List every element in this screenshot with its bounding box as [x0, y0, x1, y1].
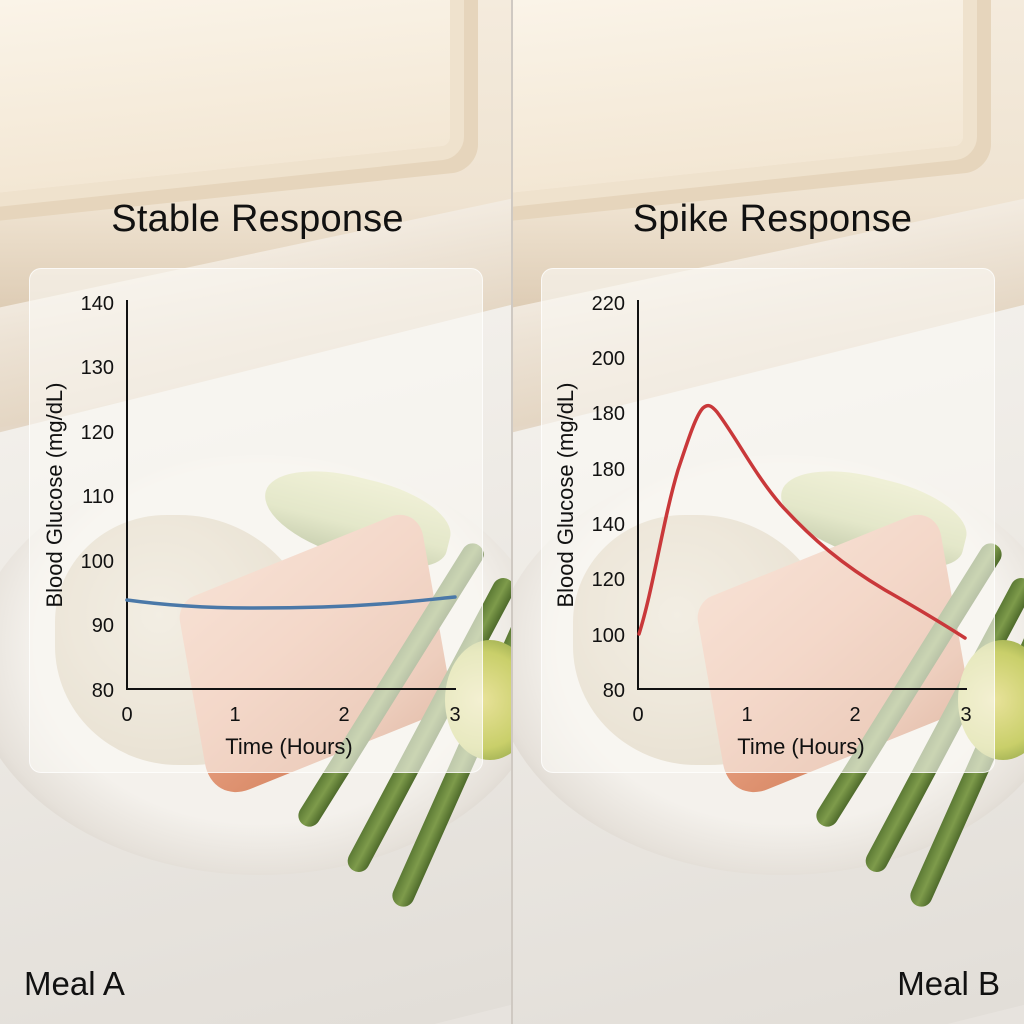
stable-glucose-line	[125, 595, 457, 610]
y-tick-label: 200	[592, 348, 625, 370]
y-tick-label: 140	[592, 514, 625, 536]
meal-label: Meal B	[897, 965, 1000, 1002]
y-tick-label: 180	[592, 403, 625, 425]
chart-title: Stable Response	[111, 198, 404, 240]
y-tick-label: 220	[592, 293, 625, 315]
x-tick-label: 1	[229, 704, 240, 726]
x-tick-label: 1	[741, 704, 752, 726]
x-tick-label: 3	[960, 704, 971, 726]
panel-meal-b: Spike Response 220 200 180 180 140 120 1…	[513, 0, 1024, 1024]
panel-divider	[511, 0, 513, 1024]
y-tick-label: 80	[603, 680, 625, 702]
y-tick-label: 120	[592, 569, 625, 591]
chart-title: Spike Response	[632, 198, 913, 240]
y-tick-label: 110	[82, 486, 114, 508]
x-tick-label: 0	[121, 704, 132, 726]
x-axis-label: Time (Hours)	[225, 734, 353, 759]
spike-response-chart: 220 200 180 180 140 120 100 80 0 1 2 3 T…	[553, 293, 972, 759]
y-tick-label: 130	[81, 357, 114, 379]
y-tick-label: 100	[81, 551, 114, 573]
y-tick-label: 100	[592, 625, 625, 647]
x-tick-label: 2	[849, 704, 860, 726]
stable-response-chart: 140 130 120 110 100 90 80 0 1 2 3 Time (…	[42, 293, 461, 759]
y-axis-label: Blood Glucose (mg/dL)	[42, 383, 67, 608]
y-tick-label: 80	[92, 680, 114, 702]
y-tick-label: 140	[81, 293, 114, 315]
x-tick-label: 2	[338, 704, 349, 726]
y-tick-label: 180	[592, 459, 625, 481]
y-tick-label: 90	[92, 615, 114, 637]
meal-label: Meal A	[24, 965, 125, 1002]
x-tick-label: 0	[632, 704, 643, 726]
x-axis-label: Time (Hours)	[737, 734, 865, 759]
y-axis-label: Blood Glucose (mg/dL)	[553, 383, 578, 608]
spike-glucose-line	[637, 403, 967, 640]
y-tick-label: 120	[81, 422, 114, 444]
x-tick-label: 3	[449, 704, 460, 726]
panel-meal-a: Stable Response 140 130 120 110 100 90 8…	[0, 0, 511, 1024]
